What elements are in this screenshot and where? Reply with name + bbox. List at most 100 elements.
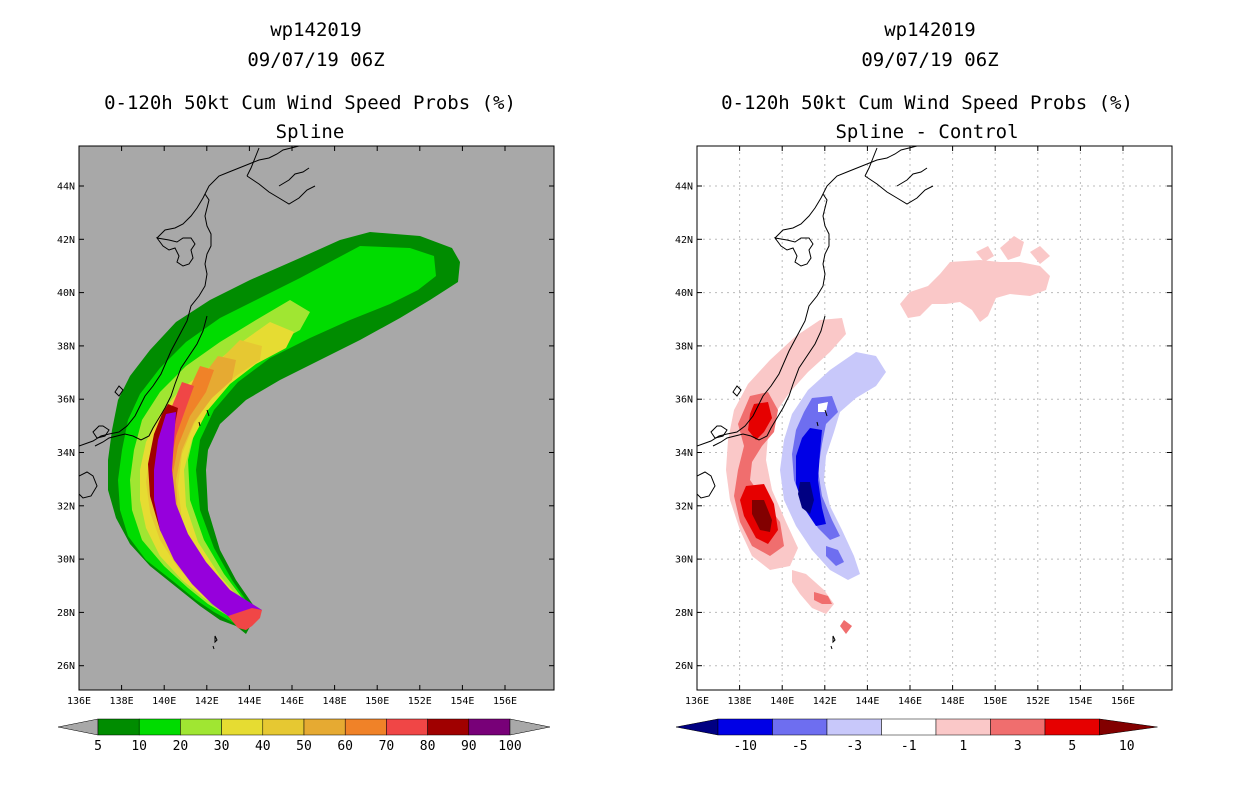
right-colorbar-label: -10 <box>734 739 757 754</box>
right-colorbar-box <box>826 718 882 736</box>
left-colorbar-label: 30 <box>214 739 230 754</box>
right-colorbar-box <box>1044 718 1100 736</box>
right-lon-label: 142E <box>813 696 837 707</box>
left-colorbar-label: 5 <box>94 739 102 754</box>
right-colorbar-box <box>990 718 1046 736</box>
left-lat-label: 38N <box>57 341 75 352</box>
left-lat-label: 40N <box>57 288 75 299</box>
right-lat-label: 28N <box>675 608 693 619</box>
left-panel: wp142019 09/07/19 06Z 0-120h 50kt Cum Wi… <box>57 19 555 754</box>
left-lat-label: 44N <box>57 182 75 193</box>
left-lat-label: 26N <box>57 661 75 672</box>
left-colorbar-label: 80 <box>420 739 436 754</box>
diff-pos-9 <box>900 260 1050 322</box>
contour-tail <box>228 608 262 630</box>
contour-90-100 <box>154 412 262 622</box>
right-panel: wp142019 09/07/19 06Z 0-120h 50kt Cum Wi… <box>675 19 1173 754</box>
left-colorbar-label: 70 <box>379 739 395 754</box>
left-colorbar-label: 60 <box>337 739 353 754</box>
left-colorbar-label: 20 <box>173 739 189 754</box>
left-title-product: 0-120h 50kt Cum Wind Speed Probs (%) <box>104 92 516 114</box>
right-colorbar-label: -5 <box>792 739 808 754</box>
left-colorbar-box <box>344 718 387 736</box>
left-lon-label: 142E <box>195 696 219 707</box>
right-title-date: 09/07/19 06Z <box>861 49 998 71</box>
right-lon-label: 148E <box>941 696 965 707</box>
left-lon-label: 156E <box>493 696 517 707</box>
right-title-product: 0-120h 50kt Cum Wind Speed Probs (%) <box>721 92 1133 114</box>
right-lat-label: 30N <box>675 555 693 566</box>
left-colorbar-label: 90 <box>461 739 477 754</box>
left-lat-label: 32N <box>57 501 75 512</box>
left-colorbar-box <box>468 718 511 736</box>
diff-neg-5 <box>826 546 844 566</box>
right-colorbar-box <box>881 718 937 736</box>
right-colorbar-label: 10 <box>1119 739 1135 754</box>
left-colorbar-label: 10 <box>131 739 147 754</box>
diff-pos-7 <box>814 592 832 604</box>
right-colorbar-label: 5 <box>1068 739 1076 754</box>
right-lon-label: 150E <box>983 696 1007 707</box>
right-lon-label: 154E <box>1068 696 1092 707</box>
diff-pos-8 <box>840 620 852 634</box>
right-colorbar-box <box>772 718 828 736</box>
left-lon-label: 138E <box>110 696 134 707</box>
diff-pos-3 <box>748 402 772 440</box>
right-lon-label: 156E <box>1111 696 1135 707</box>
right-title-storm: wp142019 <box>884 19 976 41</box>
right-colorbar-high-arrow <box>1099 718 1158 736</box>
diff-pos-12 <box>976 246 994 262</box>
left-lat-label: 42N <box>57 235 75 246</box>
left-lat-label: 30N <box>57 555 75 566</box>
left-lon-label: 148E <box>323 696 347 707</box>
right-ticks <box>697 146 1172 690</box>
left-lat-labels: 44N 42N 40N 38N 36N 34N 32N 30N 28N 26N <box>57 182 75 673</box>
left-colorbar-box <box>97 718 140 736</box>
right-lon-label: 140E <box>770 696 794 707</box>
right-title-variant: Spline - Control <box>835 121 1018 143</box>
right-lat-label: 42N <box>675 235 693 246</box>
right-lat-labels: 44N 42N 40N 38N 36N 34N 32N 30N 28N 26N <box>675 182 693 673</box>
left-lat-label: 34N <box>57 448 75 459</box>
right-lat-label: 36N <box>675 395 693 406</box>
right-colorbar: -10 -5 -3 -1 1 3 5 10 <box>675 718 1158 754</box>
left-lon-label: 154E <box>450 696 474 707</box>
left-colorbar-box <box>427 718 470 736</box>
left-probability-contours <box>79 146 460 650</box>
left-lon-label: 136E <box>67 696 91 707</box>
right-lon-label: 144E <box>855 696 879 707</box>
right-colorbar-box <box>935 718 991 736</box>
left-colorbar-label: 50 <box>296 739 312 754</box>
right-lon-label: 136E <box>685 696 709 707</box>
left-title-variant: Spline <box>276 121 345 143</box>
left-colorbar-box <box>138 718 181 736</box>
right-lat-label: 44N <box>675 182 693 193</box>
left-colorbar-box <box>262 718 305 736</box>
left-title-date: 09/07/19 06Z <box>247 49 384 71</box>
right-lon-label: 152E <box>1026 696 1050 707</box>
diff-pos-5 <box>752 500 772 532</box>
right-map-frame <box>696 145 1173 691</box>
right-colorbar-label: 1 <box>959 739 967 754</box>
diff-neg-6 <box>818 402 828 412</box>
left-colorbar-box <box>303 718 346 736</box>
left-colorbar-low-arrow <box>57 718 99 736</box>
right-lat-label: 40N <box>675 288 693 299</box>
left-lon-label: 146E <box>280 696 304 707</box>
right-colorbar-box <box>717 718 773 736</box>
left-ticks <box>79 146 554 690</box>
left-lon-label: 140E <box>152 696 176 707</box>
left-colorbar: 5 10 20 30 40 50 60 70 80 90 100 <box>57 718 551 754</box>
right-lon-label: 146E <box>898 696 922 707</box>
left-lon-label: 144E <box>237 696 261 707</box>
diff-neg-4 <box>798 482 814 514</box>
left-colorbar-box <box>221 718 264 736</box>
left-lat-label: 36N <box>57 395 75 406</box>
right-lon-label: 138E <box>728 696 752 707</box>
left-title-storm: wp142019 <box>270 19 362 41</box>
left-map-frame <box>78 145 555 691</box>
right-colorbar-label: -3 <box>846 739 862 754</box>
left-colorbar-box <box>386 718 428 736</box>
right-lat-label: 32N <box>675 501 693 512</box>
